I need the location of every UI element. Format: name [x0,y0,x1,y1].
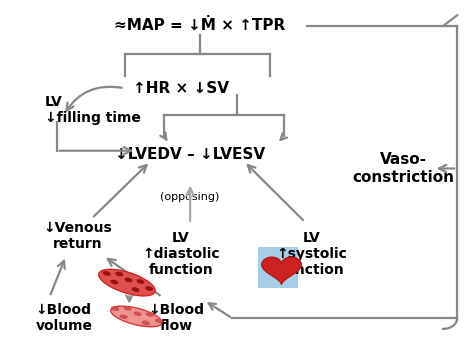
Text: ↓Blood
volume: ↓Blood volume [36,303,92,333]
Polygon shape [99,269,155,296]
Ellipse shape [115,272,123,276]
Ellipse shape [110,280,118,285]
Text: Vaso-
constriction: Vaso- constriction [352,152,454,185]
Text: ↓LVEDV – ↓LVESV: ↓LVEDV – ↓LVESV [115,147,265,162]
Ellipse shape [155,319,163,323]
Text: ↓Blood
flow: ↓Blood flow [148,303,204,333]
Ellipse shape [146,312,154,317]
Ellipse shape [111,306,119,311]
Ellipse shape [137,279,145,284]
Text: ↓Venous
return: ↓Venous return [43,221,112,251]
Ellipse shape [145,286,153,291]
Text: ↑HR × ↓SV: ↑HR × ↓SV [133,81,229,96]
Ellipse shape [124,306,132,311]
Ellipse shape [125,278,133,282]
Polygon shape [111,306,162,327]
Text: LV
↑diastolic
function: LV ↑diastolic function [142,231,219,277]
Ellipse shape [103,271,111,276]
FancyBboxPatch shape [258,247,298,288]
Ellipse shape [119,315,128,319]
Text: LV
↓filling time: LV ↓filling time [45,94,141,125]
Text: (opposing): (opposing) [161,192,220,202]
Ellipse shape [132,287,139,292]
Ellipse shape [134,311,142,316]
Ellipse shape [142,321,150,325]
Polygon shape [262,257,301,284]
Text: ≈MAP = ↓Ṁ̇ × ↑TPR: ≈MAP = ↓Ṁ̇ × ↑TPR [114,18,285,33]
Text: LV
↑systolic
function: LV ↑systolic function [276,231,347,277]
